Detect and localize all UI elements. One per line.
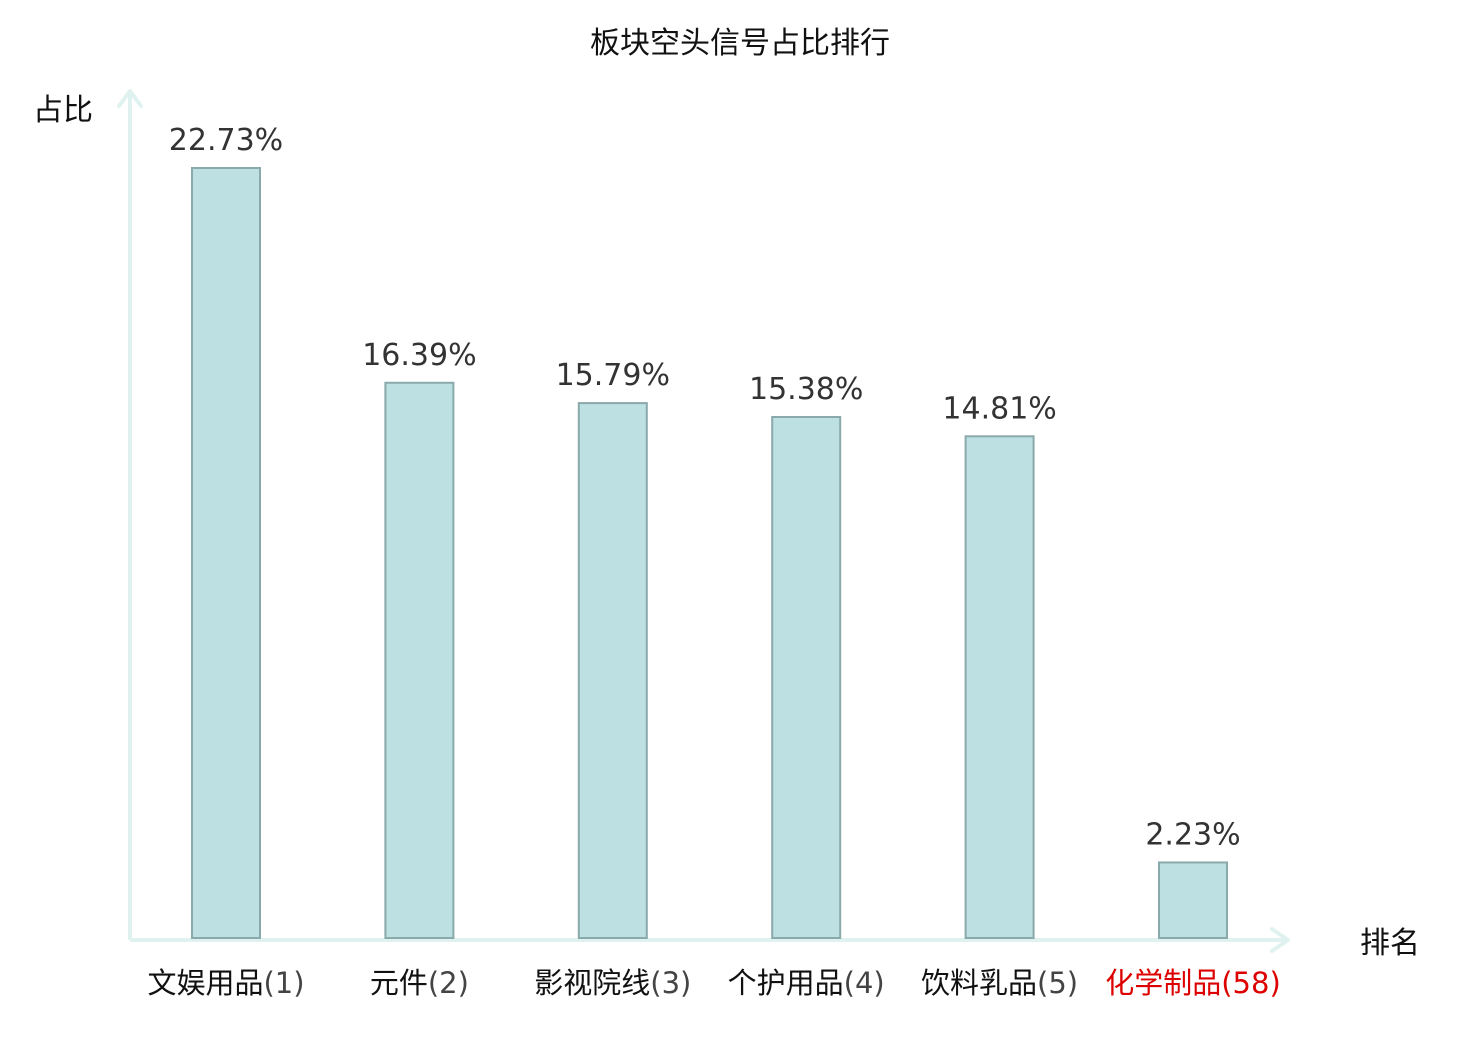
x-tick-name: 个护用品 — [728, 966, 844, 1000]
y-axis-arrow — [117, 89, 143, 108]
x-tick-label: 元件(2) — [370, 966, 469, 1000]
x-tick-label: 化学制品(58) — [1105, 966, 1281, 1000]
x-tick-rank: (2) — [428, 966, 469, 1000]
x-tick-rank: (1) — [263, 966, 304, 1000]
x-tick-label: 影视院线(3) — [534, 966, 691, 1000]
bar-value-label: 16.39% — [362, 338, 476, 373]
bar — [1158, 861, 1228, 939]
bar — [964, 435, 1035, 939]
bar — [577, 402, 648, 939]
x-axis-label: 排名 — [1360, 926, 1420, 961]
x-tick-name: 化学制品 — [1105, 966, 1221, 1000]
bar — [384, 381, 455, 939]
x-tick-name: 元件 — [370, 966, 428, 1000]
y-axis-label: 占比 — [33, 93, 93, 128]
bar — [771, 415, 842, 940]
bar-value-label: 2.23% — [1145, 817, 1240, 852]
x-tick-rank: (4) — [844, 966, 885, 1000]
bar-value-label: 15.79% — [556, 358, 670, 393]
x-tick-rank: (5) — [1037, 966, 1078, 1000]
bar — [191, 167, 261, 939]
x-tick-rank: (3) — [650, 966, 691, 1000]
x-tick-name: 饮料乳品 — [921, 966, 1037, 1000]
x-tick-name: 文娱用品 — [147, 966, 263, 1000]
chart-title: 板块空头信号占比排行 — [590, 26, 890, 61]
x-axis-arrow — [1270, 927, 1290, 953]
x-tick-rank: (58) — [1221, 966, 1281, 1000]
bar-value-label: 22.73% — [169, 123, 283, 158]
x-tick-label: 饮料乳品(5) — [921, 966, 1078, 1000]
bar-value-label: 15.38% — [749, 372, 863, 407]
x-tick-name: 影视院线 — [534, 966, 650, 1000]
x-tick-label: 文娱用品(1) — [147, 966, 304, 1000]
bar-value-label: 14.81% — [942, 391, 1056, 426]
bars-group: 22.73% 文娱用品(1) 16.39% 元件(2) 15.79% 影视院线(3) 15.… — [147, 123, 1280, 1000]
x-tick-label: 个护用品(4) — [728, 966, 885, 1000]
